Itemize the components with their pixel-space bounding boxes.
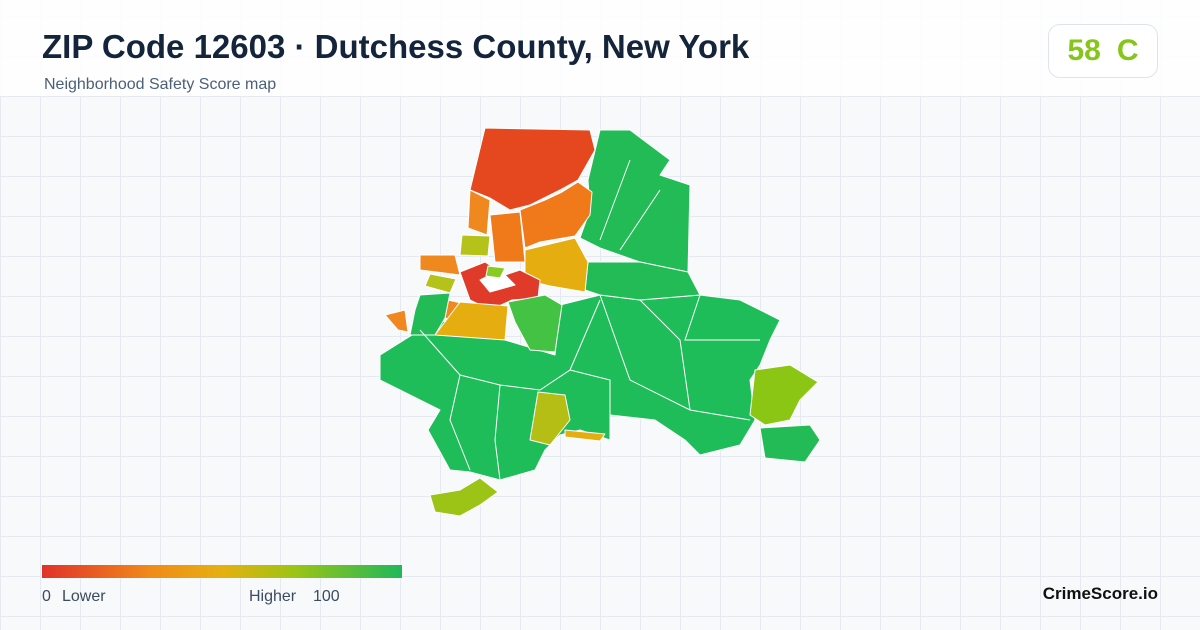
title: ZIP Code 12603 · Dutchess County, New Yo…: [42, 28, 750, 65]
region: [519, 181, 593, 249]
brand: CrimeScore.io: [1042, 584, 1158, 603]
region: [469, 127, 596, 211]
boundary: [684, 294, 760, 341]
score-value: 58: [1067, 34, 1101, 67]
region: [489, 211, 526, 263]
region: [424, 273, 457, 294]
boundary: [619, 189, 661, 251]
region: [434, 301, 509, 341]
region: [507, 294, 563, 353]
region: [759, 424, 821, 463]
region: [485, 265, 506, 279]
region: [429, 477, 499, 517]
region: [419, 254, 461, 276]
legend-min-label: Lower: [62, 588, 106, 605]
region: [579, 129, 691, 273]
region: [529, 391, 571, 446]
boundary: [639, 299, 691, 411]
boundary: [494, 384, 501, 481]
score-badge: 58 C: [1048, 24, 1158, 78]
header: [0, 0, 1200, 96]
boundary: [419, 299, 601, 391]
boundary: [449, 374, 471, 471]
boundary: [599, 159, 631, 241]
subtitle: Neighborhood Safety Score map: [44, 76, 277, 93]
region: [749, 364, 819, 426]
region: [467, 189, 491, 236]
boundary: [569, 369, 611, 415]
score-grade: C: [1116, 34, 1139, 67]
legend-max: 100: [313, 588, 340, 605]
legend-max-label: Higher: [249, 588, 297, 605]
legend-bar: [42, 565, 402, 578]
region: [459, 234, 491, 257]
boundary: [599, 294, 751, 421]
region: [384, 309, 409, 333]
legend-min: 0: [42, 588, 51, 605]
region: [584, 261, 701, 301]
region: [564, 429, 606, 442]
region: [409, 292, 451, 336]
